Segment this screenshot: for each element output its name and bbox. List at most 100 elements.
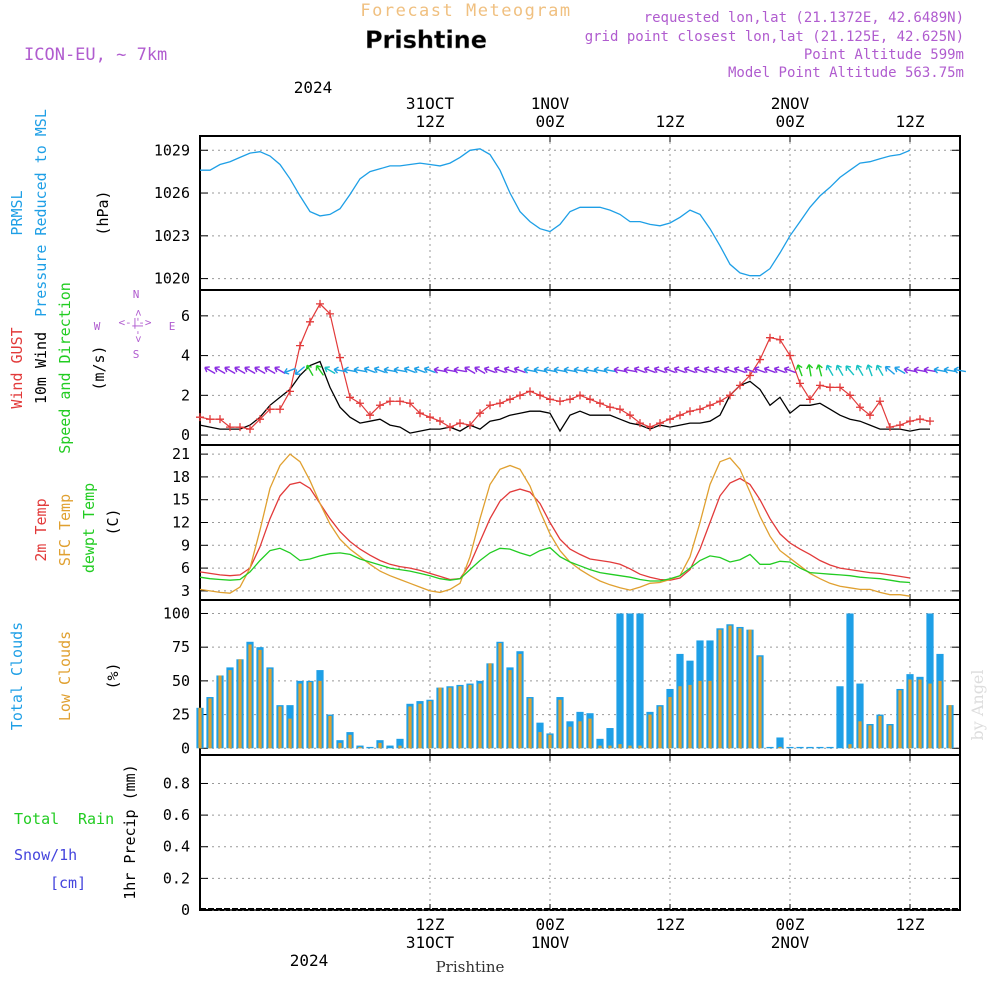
gust-marker [456,419,464,428]
low-clouds-bar [508,670,512,749]
low-clouds-bar [278,706,282,749]
y-tick-label: 12 [172,514,190,532]
y-tick-label: 6 [181,307,190,325]
wind-arrow-shape [923,366,937,374]
wind-arrow-shape [453,366,467,374]
total-clouds-label: Total Clouds [8,622,26,730]
gust-marker [666,415,674,424]
wind-direction-arrow [653,366,666,374]
top-hour-label: 12Z [416,112,445,131]
low-clouds-bar [258,649,262,749]
low-clouds-bar [928,683,932,749]
wind-arrow-shape [723,366,736,374]
gust-marker [356,399,364,408]
wind-direction-arrow [795,364,803,377]
wind-arrow-shape [663,366,676,374]
gust-marker [406,399,414,408]
bottom-hour-label: 12Z [896,915,925,934]
gust-marker [416,409,424,418]
wind-arrow-shape [733,366,746,374]
low-clouds-bar [328,715,332,749]
wind-arrow-shape [433,366,447,374]
y-tick-label: 0 [181,901,190,919]
wind-direction-arrow [703,366,716,374]
wind-arrow-shape [264,366,276,375]
wind-direction-arrow [224,366,236,375]
gust-marker [246,425,254,434]
wind-direction-arrow [733,366,746,374]
gust-marker [646,423,654,432]
total-clouds-bar [626,613,634,749]
low-clouds-bar [458,686,462,749]
gust-marker [426,413,434,422]
total-clouds-bar [366,746,374,749]
low-clouds-bar [748,629,752,749]
temp-unit-label: (C) [104,508,122,535]
y-tick-label: 1020 [154,270,190,288]
wind-arrow-shape [835,364,844,377]
wind-direction-arrow [943,366,957,374]
bottom-axis-labels: 12Z31OCT00Z1NOV12Z00Z2NOV12Z00Z3NOV [406,915,925,952]
low-clouds-bar [518,653,522,749]
gust-marker [196,413,204,422]
wind-direction-arrow [713,366,726,374]
gust-marker [276,405,284,414]
wind-unit-label: (m/s) [90,345,108,390]
pressure-panel-labels: PRMSL Pressure Reduced to MSL (hPa) [8,109,112,317]
low-clouds-bar [238,659,242,749]
wind-arrow-shape [324,366,336,375]
wind-direction-arrow [563,366,577,374]
low-clouds-bar [498,643,502,749]
low-clouds-bar [758,656,762,749]
temp-dewpt-label: dewpt Temp [80,483,98,573]
bottom-hour-label: 00Z [776,915,805,934]
wind-direction-arrow [663,366,676,374]
requested-coords: requested lon,lat (21.1372E, 42.6489N) [644,10,964,26]
wind-direction-arrow [315,364,325,376]
low-clouds-bar [298,683,302,749]
wind-direction-arrow [383,366,397,374]
wind-arrow-shape [673,366,686,374]
wind-arrow-shape [613,366,627,374]
plots: 1020102310261029024636912151821025507510… [154,141,967,919]
low-clouds-bar [858,721,862,749]
low-clouds-bar [318,680,322,749]
wind-direction-arrow [815,364,823,377]
wind-direction-arrow [433,366,447,374]
wind-arrow-shape [865,364,873,377]
low-clouds-bar [248,644,252,749]
wind-10m-label: 10m Wind [32,332,50,404]
low-clouds-bar [198,707,202,749]
wind-arrow-shape [393,366,407,374]
wind-direction-arrow [773,366,786,374]
low-clouds-bar [918,679,922,749]
y-tick-label: 18 [172,468,190,486]
wind-arrow-shape [845,365,855,376]
total-clouds-bar [636,613,644,749]
wind-direction-arrow [264,366,276,375]
wind-direction-arrow [623,366,637,374]
wind-direction-arrow [393,366,407,374]
wind-direction-arrow [806,364,814,377]
wind-arrow-shape [234,366,246,375]
wind-arrow-shape [593,366,607,374]
gust-marker [736,381,744,390]
y-tick-label: 15 [172,491,190,509]
wind-arrow-shape [573,366,587,374]
grid-point-coords: grid point closest lon,lat (21.125E, 42.… [585,29,964,45]
total-clouds-bar [766,746,774,749]
wind-direction-arrow [683,366,696,374]
gust-marker [256,415,264,424]
y-tick-label: 9 [181,536,190,554]
total-clouds-bar [596,738,604,749]
pressure-unit-label: (hPa) [94,190,112,235]
wind-direction-arrow [464,366,476,375]
low-clouds-bar [658,706,662,749]
gust-marker [776,335,784,344]
wind-direction-arrow [613,366,627,374]
low-clouds-bar [878,715,882,749]
gust-marker [386,397,394,406]
y-tick-label: 2 [181,386,190,404]
watermark: by Angel [968,669,987,740]
wind-arrow-shape [884,365,896,375]
